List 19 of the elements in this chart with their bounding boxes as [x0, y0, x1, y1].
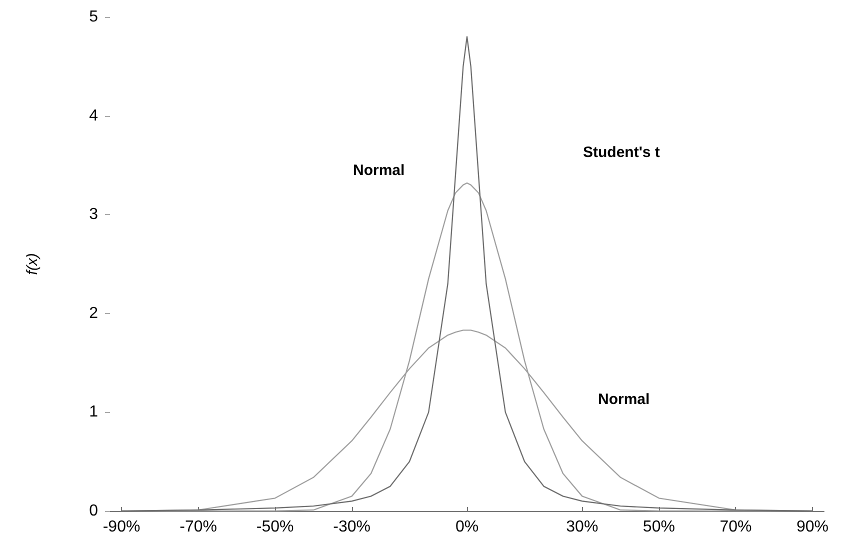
x-tick-label: 0% [455, 518, 479, 536]
annotation: Normal [598, 391, 650, 408]
x-tick-label: -50% [256, 518, 294, 536]
x-tick-label: -70% [180, 518, 217, 536]
y-tick-label: 4 [89, 107, 98, 124]
y-tick-label: 0 [89, 502, 98, 520]
y-tick-label: 2 [89, 304, 98, 322]
y-axis-title: f(x) [24, 253, 41, 275]
y-tick-label: 5 [89, 8, 98, 26]
x-tick-label: 50% [642, 518, 675, 536]
x-tick-label: 90% [796, 518, 828, 536]
y-tick-label: 3 [89, 206, 98, 224]
x-tick-label: -30% [333, 518, 371, 536]
x-tick-label: 70% [720, 518, 752, 536]
annotation: Student's t [583, 144, 660, 161]
annotation: Normal [353, 162, 405, 179]
x-tick-label: 30% [566, 518, 598, 536]
x-tick-label: -90% [102, 518, 140, 536]
y-tick-label: 1 [89, 404, 98, 421]
